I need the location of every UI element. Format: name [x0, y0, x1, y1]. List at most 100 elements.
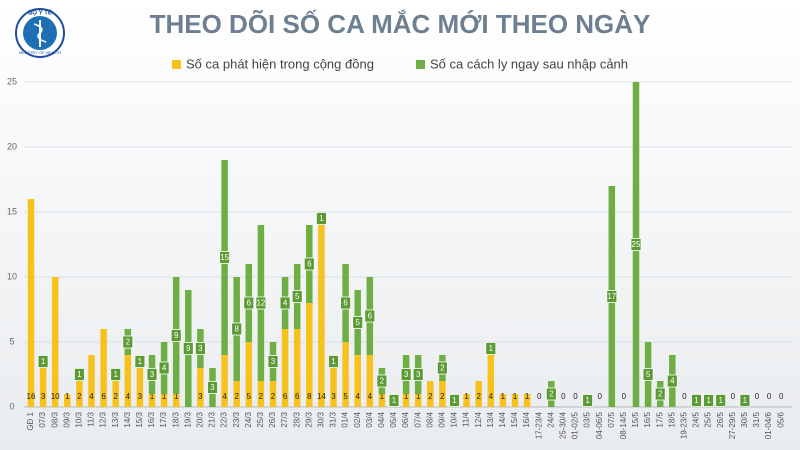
bar-label-box — [291, 290, 303, 303]
bar-label-box — [231, 322, 243, 336]
bar-label-box — [715, 394, 727, 407]
x-tick-label: 07/3 — [38, 411, 47, 427]
bar-label: 1 — [77, 370, 82, 379]
bar-label: 5 — [247, 392, 252, 401]
x-tick-label: 05/4 — [389, 411, 398, 427]
bar-label: 4 — [126, 392, 131, 401]
bar — [51, 277, 59, 407]
bar-label: 1 — [694, 396, 699, 405]
bar-label-box — [340, 296, 352, 310]
x-tick-label: 15/4 — [510, 411, 519, 427]
bar-label: 4 — [162, 364, 167, 373]
bar-label-box — [110, 368, 122, 381]
bar-label: 17 — [607, 292, 616, 301]
x-tick-label: 14/4 — [498, 411, 507, 427]
bar-label: 0 — [597, 392, 602, 401]
bar-label: 2 — [658, 390, 663, 399]
bar-label: 15 — [220, 253, 229, 262]
bar-label: 3 — [150, 370, 155, 379]
bar-label: 10 — [51, 392, 60, 401]
x-tick-label: 24/5 — [692, 411, 701, 427]
bar-label: 1 — [706, 396, 711, 405]
bar-label: 1 — [113, 370, 118, 379]
x-tick-label: 11/4 — [462, 411, 471, 427]
bar-label: 0 — [573, 392, 578, 401]
bar-label: 9 — [174, 331, 179, 340]
x-tick-label: 01-02/5 — [571, 411, 580, 439]
bar — [197, 368, 204, 407]
bar-label: 1 — [718, 396, 723, 405]
bar-label: 1 — [501, 392, 506, 401]
bar-label-box — [352, 316, 364, 329]
bar — [76, 381, 83, 407]
legend-swatch — [416, 60, 425, 69]
bar-label: 5 — [295, 292, 300, 301]
bar-label: 1 — [452, 396, 457, 405]
bar — [402, 394, 410, 407]
bar-label: 6 — [247, 299, 252, 308]
bar-label-box — [194, 342, 206, 355]
bar-label: 0 — [755, 392, 760, 401]
x-tick-label: 08/4 — [425, 411, 434, 427]
bar-label: 2 — [271, 392, 276, 401]
bar-label: 0 — [779, 392, 784, 401]
bar-label: 1 — [174, 392, 179, 401]
bar — [27, 199, 35, 407]
bar — [366, 355, 374, 407]
bar-label: 1 — [150, 392, 155, 401]
bar-label: 1 — [489, 344, 494, 353]
bar-label-box — [303, 257, 315, 271]
bar-label: 5 — [646, 370, 651, 379]
bar — [124, 355, 132, 407]
bar-label: 16 — [27, 392, 36, 401]
x-tick-label: 04/4 — [377, 411, 386, 427]
x-tick-label: 28/3 — [292, 411, 301, 427]
bar-label: 1 — [513, 392, 518, 401]
bar-label: 1 — [138, 357, 143, 366]
y-tick-label: 25 — [7, 76, 17, 86]
bar-label: 1 — [380, 392, 385, 401]
x-tick-label: 16/3 — [147, 411, 156, 427]
logo-top: BỘ Y TẾ — [28, 9, 52, 17]
bar-label: 4 — [283, 299, 288, 308]
x-tick-label: 02/4 — [353, 411, 362, 427]
legend-swatch — [172, 60, 181, 69]
bar-label-box — [243, 296, 255, 310]
bar-label-box — [134, 355, 146, 368]
bar-label: 4 — [355, 392, 360, 401]
bar-label-box — [691, 394, 702, 407]
bar-label-box — [315, 212, 327, 225]
bar — [281, 329, 289, 407]
bar — [427, 381, 434, 407]
bar-label: 4 — [222, 392, 227, 401]
bar — [511, 394, 519, 407]
bar-label: 0 — [731, 392, 736, 401]
bar-label: 2 — [259, 392, 264, 401]
y-tick-label: 0 — [9, 401, 14, 411]
x-tick-label: 17/3 — [159, 411, 168, 427]
bar-label-box — [182, 342, 194, 355]
bar-label: 1 — [331, 357, 336, 366]
x-tick-label: 26/3 — [268, 411, 277, 427]
bar — [354, 355, 361, 407]
x-tick-label: 31/3 — [329, 411, 338, 427]
bar-label: 5 — [355, 318, 360, 327]
bar — [475, 381, 482, 407]
bar-label: 1 — [404, 392, 409, 401]
legend-label: Số ca phát hiện trong cộng đồng — [186, 56, 374, 71]
bar-label: 2 — [440, 392, 445, 401]
bar-label: 3 — [404, 370, 409, 379]
x-tick-label: 19-23/5 — [680, 411, 689, 439]
bar — [233, 381, 240, 407]
bar-label: 8 — [234, 325, 239, 334]
chart-title: THEO DÕI SỐ CA MẮC MỚI THEO NGÀY — [150, 9, 651, 39]
bar-label: 1 — [464, 392, 469, 401]
x-tick-label: 16/5 — [643, 411, 652, 427]
bar-label: 1 — [585, 396, 590, 405]
bar-label: 3 — [138, 392, 143, 401]
x-tick-label: 09/4 — [438, 411, 447, 427]
bar-label: 2 — [440, 364, 445, 373]
bar-label: 2 — [234, 392, 239, 401]
